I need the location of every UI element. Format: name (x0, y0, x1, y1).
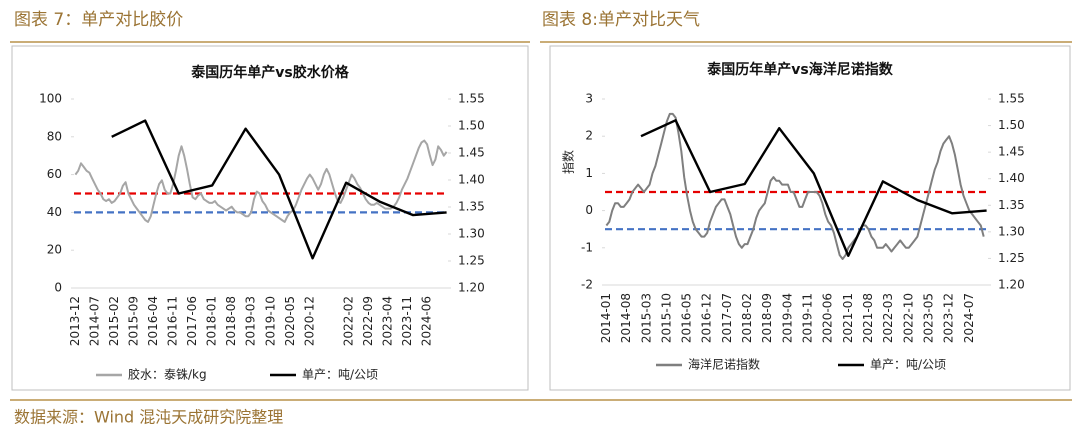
x-tick-label: 2018-02 (740, 293, 754, 343)
y-tick-label: 3 (585, 92, 593, 106)
y2-tick-label: 1.25 (998, 251, 1025, 265)
y2-tick-label: 1.30 (458, 227, 485, 241)
x-tick-label: 2016-11 (166, 296, 180, 346)
x-tick-label: 2018-09 (760, 293, 774, 343)
y-tick-label: 60 (47, 167, 62, 181)
x-tick-label: 2022-03 (881, 293, 895, 343)
y2-tick-label: 1.30 (998, 224, 1025, 238)
y2-tick-label: 1.40 (998, 171, 1025, 185)
x-tick-label: 2015-09 (127, 296, 141, 346)
y2-tick-label: 1.50 (998, 118, 1025, 132)
x-tick-label: 2016-12 (700, 293, 714, 343)
y-tick-label: 0 (585, 203, 593, 217)
legend-label: 胶水：泰铢/kg (128, 367, 207, 382)
chart-title: 泰国历年单产vs胶水价格 (190, 64, 349, 81)
y2-tick-label: 1.25 (458, 254, 485, 268)
x-tick-label: 2019-04 (780, 293, 794, 343)
x-tick-label: 2016-04 (146, 296, 160, 346)
x-tick-label: 2014-01 (599, 293, 613, 343)
y2-tick-label: 1.55 (458, 92, 485, 106)
figure-heading: 图表 8:单产对比天气 (542, 10, 700, 30)
x-tick-label: 2023-04 (380, 296, 394, 346)
x-tick-label: 2017-07 (720, 293, 734, 343)
y2-tick-label: 1.20 (998, 278, 1025, 292)
x-tick-label: 2019-10 (263, 296, 277, 346)
y2-tick-label: 1.45 (998, 145, 1025, 159)
y-axis-label: 指数 (561, 150, 576, 174)
y-tick-label: 100 (39, 92, 62, 106)
series-line (640, 119, 987, 257)
y-tick-label: 2 (585, 129, 593, 143)
y-tick-label: 80 (47, 129, 62, 143)
x-tick-label: 2017-06 (185, 296, 199, 346)
y2-tick-label: 1.55 (998, 92, 1025, 106)
x-tick-label: 2023-12 (942, 293, 956, 343)
x-tick-label: 2020-06 (821, 293, 835, 343)
y-tick-label: 0 (54, 281, 62, 295)
y2-tick-label: 1.40 (458, 173, 485, 187)
y-tick-label: 1 (585, 166, 593, 180)
x-tick-label: 2024-07 (962, 293, 976, 343)
y2-tick-label: 1.20 (458, 281, 485, 295)
x-tick-label: 2013-12 (68, 296, 82, 346)
x-tick-label: 2020-05 (283, 296, 297, 346)
x-tick-label: 2016-05 (680, 293, 694, 343)
x-tick-label: 2021-08 (861, 293, 875, 343)
y2-tick-label: 1.35 (458, 200, 485, 214)
x-tick-label: 2022-09 (361, 296, 375, 346)
y-tick-label: -1 (581, 240, 593, 254)
chart-frame (11, 45, 529, 391)
series-line (74, 139, 448, 223)
x-tick-label: 2014-07 (87, 296, 101, 346)
x-tick-label: 2015-03 (639, 293, 653, 343)
legend-label: 海洋尼诺指数 (688, 357, 760, 372)
x-tick-label: 2019-03 (244, 296, 258, 346)
x-tick-label: 2019-11 (801, 293, 815, 343)
chart-title: 泰国历年单产vs海洋尼诺指数 (706, 61, 893, 78)
y-tick-label: 20 (47, 243, 62, 257)
x-tick-label: 2024-06 (420, 296, 434, 346)
x-tick-label: 2021-01 (841, 293, 855, 343)
x-tick-label: 2018-08 (224, 296, 238, 346)
y2-tick-label: 1.35 (998, 198, 1025, 212)
source-note: 数据来源：Wind 混沌天成研究院整理 (14, 408, 283, 427)
y2-tick-label: 1.45 (458, 146, 485, 160)
y2-tick-label: 1.50 (458, 119, 485, 133)
series-line (111, 119, 447, 260)
legend-label: 单产：吨/公顷 (870, 358, 946, 372)
x-tick-label: 2015-10 (659, 293, 673, 343)
figure-heading: 图表 7：单产对比胶价 (14, 10, 183, 30)
x-tick-label: 2020-12 (302, 296, 316, 346)
x-tick-label: 2018-01 (205, 296, 219, 346)
series-line (605, 112, 985, 260)
y-tick-label: 40 (47, 205, 62, 219)
x-tick-label: 2023-05 (921, 293, 935, 343)
chart-frame (549, 45, 1071, 391)
y-tick-label: -2 (581, 278, 593, 292)
x-tick-label: 2015-02 (107, 296, 121, 346)
x-tick-label: 2022-02 (341, 296, 355, 346)
x-tick-label: 2023-11 (400, 296, 414, 346)
legend-label: 单产：吨/公顷 (302, 368, 378, 382)
x-tick-label: 2014-08 (619, 293, 633, 343)
x-tick-label: 2022-10 (901, 293, 915, 343)
